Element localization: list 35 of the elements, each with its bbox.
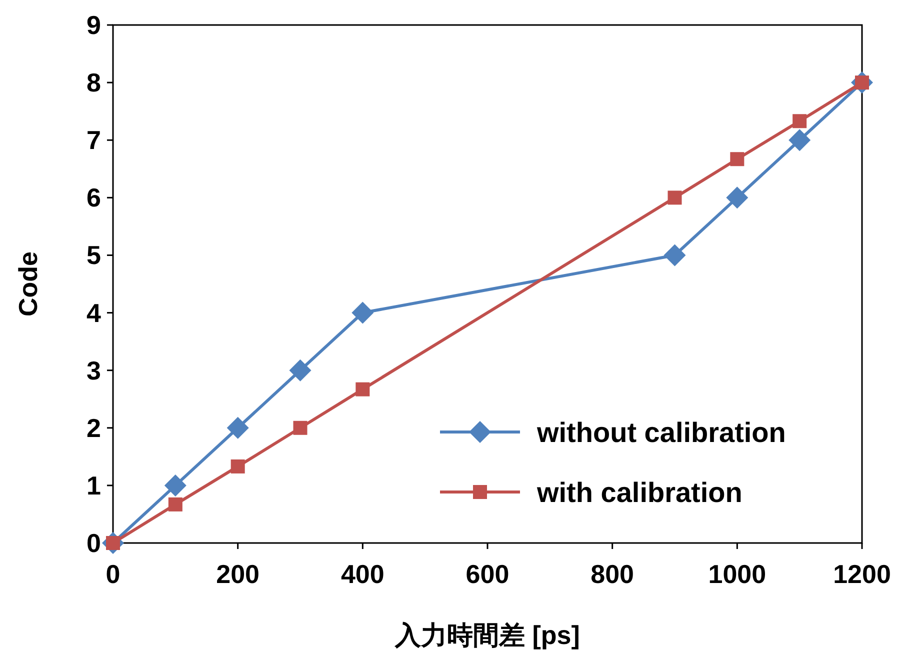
point: [788, 129, 811, 152]
point: [726, 186, 748, 209]
point: [226, 416, 249, 439]
y-tick-label: 4: [86, 298, 102, 328]
y-tick-label: 6: [86, 182, 101, 213]
y-tick-label: 5: [86, 240, 101, 270]
y-tick-label: 9: [86, 10, 101, 40]
x-tick-label: 400: [340, 559, 384, 589]
point: [792, 114, 807, 128]
y-tick-label: 2: [86, 412, 101, 443]
x-tick-label: 0: [106, 559, 120, 589]
point: [730, 152, 744, 166]
y-axis-title: Code: [13, 252, 43, 316]
legend-label: without calibration: [536, 417, 786, 448]
point: [164, 474, 186, 496]
x-tick-label: 200: [216, 559, 260, 589]
point: [352, 302, 374, 324]
point: [664, 244, 686, 266]
point: [293, 420, 308, 435]
point: [168, 497, 182, 512]
point: [668, 190, 682, 205]
legend-label: with calibration: [536, 477, 742, 508]
x-tick-label: 1200: [833, 559, 891, 589]
y-tick-label: 0: [86, 528, 101, 558]
y-tick-label: 7: [86, 125, 101, 156]
y-tick-label: 8: [86, 68, 101, 98]
y-tick-label: 3: [86, 355, 101, 386]
x-tick-label: 1000: [708, 559, 766, 589]
point: [230, 459, 245, 474]
x-tick-label: 800: [590, 559, 634, 589]
point: [289, 359, 312, 382]
x-axis-title: 入力時間差 [ps]: [394, 620, 580, 650]
point: [356, 382, 370, 396]
y-tick-label: 1: [86, 470, 101, 500]
x-tick-label: 600: [466, 559, 510, 589]
